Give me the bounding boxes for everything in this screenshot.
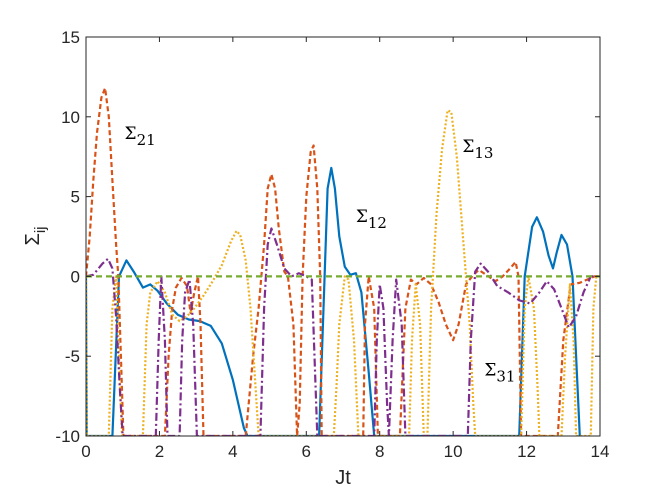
- series-layer: [86, 87, 600, 436]
- x-tick-label-5: 10: [444, 442, 463, 461]
- series-line-2: [86, 109, 600, 436]
- series-line-3: [86, 227, 600, 436]
- y-tick-label-0: -10: [55, 427, 80, 446]
- svg-text:Σij: Σij: [22, 226, 49, 245]
- annotation-3: Σ31: [484, 360, 515, 385]
- x-tick-label-1: 2: [155, 442, 164, 461]
- annotation-layer: Σ21 Σ12 Σ13 Σ31: [125, 124, 516, 385]
- y-tick-label-3: 5: [71, 188, 80, 207]
- plot-area-frame: [85, 36, 601, 437]
- ticks-layer: 0 2 4 6 8 10 12 14 -10 -5 0 5 10 15: [55, 28, 609, 461]
- x-tick-label-0: 0: [81, 442, 90, 461]
- x-tick-label-6: 12: [517, 442, 536, 461]
- x-tick-label-3: 6: [302, 442, 311, 461]
- x-tick-label-7: 14: [591, 442, 610, 461]
- series-line-0: [86, 166, 581, 436]
- y-tick-label-1: -5: [65, 347, 80, 366]
- y-tick-label-2: 0: [71, 267, 80, 286]
- y-tick-label-4: 10: [61, 108, 80, 127]
- annotation-2: Σ13: [462, 137, 493, 162]
- x-tick-label-4: 8: [375, 442, 384, 461]
- y-axis-title-main: Σ: [22, 233, 44, 245]
- x-axis-title: Jt: [335, 467, 351, 489]
- annotation-0: Σ21: [125, 124, 156, 149]
- y-axis-title: Σij: [22, 226, 49, 245]
- x-tick-label-2: 4: [228, 442, 237, 461]
- y-axis-title-sub: ij: [32, 226, 49, 233]
- y-tick-label-5: 15: [61, 28, 80, 47]
- annotation-1: Σ12: [356, 207, 387, 232]
